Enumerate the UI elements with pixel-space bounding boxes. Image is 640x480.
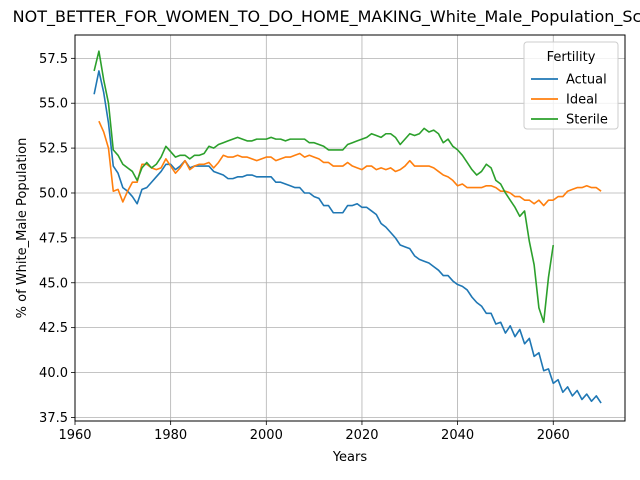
x-tick-label: 2060	[537, 428, 570, 443]
x-tick-label: 1960	[58, 428, 91, 443]
y-tick-label: 55.0	[39, 97, 68, 112]
y-tick-label: 57.5	[39, 52, 68, 67]
legend-label-ideal: Ideal	[566, 93, 598, 108]
legend-label-actual: Actual	[566, 73, 607, 88]
y-tick-label: 40.0	[39, 366, 68, 381]
x-tick-label: 2000	[250, 428, 283, 443]
y-tick-label: 50.0	[39, 186, 68, 201]
x-tick-label: 1980	[154, 428, 187, 443]
x-tick-label: 2020	[345, 428, 378, 443]
x-tick-label: 2040	[441, 428, 474, 443]
chart-title: NOT_BETTER_FOR_WOMEN_TO_DO_HOME_MAKING_W…	[13, 7, 640, 27]
x-axis-label: Years	[332, 450, 368, 465]
legend: Fertility Actual Ideal Sterile	[524, 42, 618, 129]
y-tick-label: 42.5	[39, 321, 68, 336]
y-tick-label: 45.0	[39, 276, 68, 291]
y-tick-label: 37.5	[39, 411, 68, 426]
y-tick-label: 47.5	[39, 231, 68, 246]
y-axis-label: % of White_Male Population	[15, 138, 30, 319]
legend-label-sterile: Sterile	[566, 113, 608, 128]
legend-title: Fertility	[547, 50, 596, 65]
y-tick-label: 52.5	[39, 142, 68, 157]
